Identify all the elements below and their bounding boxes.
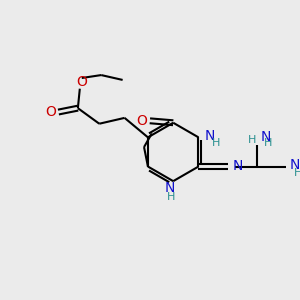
Text: H: H [294, 168, 300, 178]
Text: H: H [212, 138, 220, 148]
Text: O: O [45, 105, 56, 119]
Text: N: N [290, 158, 300, 172]
Text: N: N [261, 130, 271, 144]
Text: H: H [248, 135, 256, 145]
Text: O: O [136, 114, 148, 128]
Text: N: N [165, 181, 175, 195]
Text: N: N [204, 129, 215, 143]
Text: O: O [76, 75, 87, 89]
Text: N: N [232, 159, 243, 172]
Text: H: H [263, 138, 272, 148]
Text: H: H [167, 192, 176, 202]
